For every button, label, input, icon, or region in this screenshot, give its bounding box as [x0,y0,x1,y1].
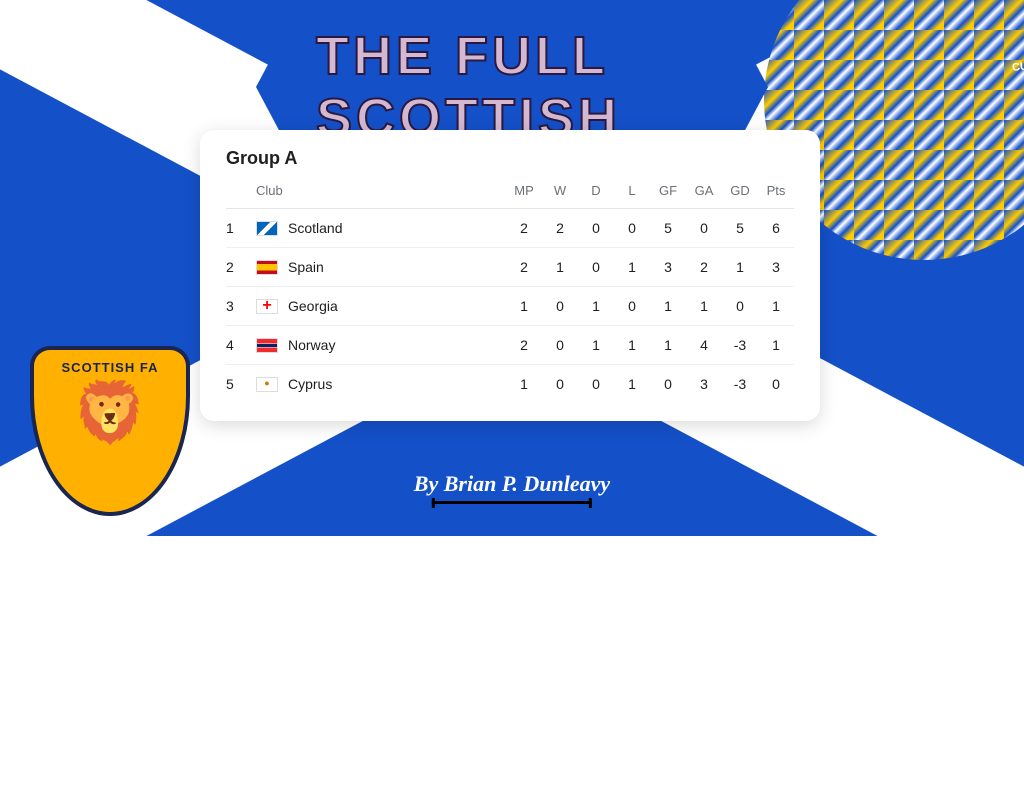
cell-pts: 1 [758,326,794,365]
cell-pos: 2 [226,248,256,287]
flag-icon [256,338,278,353]
cell-mp: 2 [506,209,542,248]
cell-d: 1 [578,326,614,365]
flag-icon [256,260,278,275]
cell-l: 1 [614,248,650,287]
cell-w: 0 [542,326,578,365]
cell-gf: 1 [650,287,686,326]
cell-mp: 1 [506,365,542,404]
byline-underline [432,501,592,504]
cell-pos: 3 [226,287,256,326]
cell-team: Georgia [256,287,506,326]
team-name: Georgia [288,298,338,314]
team-name: Norway [288,337,335,353]
badge-text: SCOTTISH FA [62,360,159,375]
team-name: Cyprus [288,376,332,392]
team-name: Spain [288,259,324,275]
cell-gd: 1 [722,248,758,287]
cell-gf: 1 [650,326,686,365]
cell-team: Scotland [256,209,506,248]
table-row: 1Scotland22005056 [226,209,794,248]
cell-pos: 5 [226,365,256,404]
cell-l: 1 [614,326,650,365]
table-header-row: Club MP W D L GF GA GD Pts [226,183,794,209]
cell-w: 1 [542,248,578,287]
col-w: W [542,183,578,209]
standings-table: Club MP W D L GF GA GD Pts 1Scotland2200… [226,183,794,403]
cell-team: Cyprus [256,365,506,404]
standings-table-card: Group A Club MP W D L GF GA GD Pts 1 Scot… [200,130,820,421]
cell-d: 0 [578,209,614,248]
cell-gd: 0 [722,287,758,326]
col-gf: GF [650,183,686,209]
cell-pts: 3 [758,248,794,287]
group-title: Group A [226,148,794,169]
cell-pts: 6 [758,209,794,248]
cell-l: 0 [614,209,650,248]
cell-pts: 1 [758,287,794,326]
cell-team: Spain [256,248,506,287]
col-gd: GD [722,183,758,209]
cell-team: Norway [256,326,506,365]
table-row: 2Spain21013213 [226,248,794,287]
cell-ga: 0 [686,209,722,248]
cell-mp: 2 [506,326,542,365]
col-l: L [614,183,650,209]
col-blank [226,183,256,209]
cell-mp: 1 [506,287,542,326]
lion-icon: 🦁 [73,383,148,443]
cell-w: 2 [542,209,578,248]
flag-icon [256,221,278,236]
team-name: Scotland [288,220,342,236]
byline-banner: By Brian P. Dunleavy [354,457,670,518]
col-pts: Pts [758,183,794,209]
table-row: 5Cyprus100103-30 [226,365,794,404]
cell-d: 0 [578,365,614,404]
cell-ga: 4 [686,326,722,365]
col-mp: MP [506,183,542,209]
cell-gf: 3 [650,248,686,287]
scottish-fa-badge: SCOTTISH FA 🦁 [30,346,190,516]
cell-d: 1 [578,287,614,326]
cell-pos: 4 [226,326,256,365]
flag-icon [256,377,278,392]
cell-gf: 0 [650,365,686,404]
crowd-banner-text: CURRIE [1011,58,1024,74]
cell-d: 0 [578,248,614,287]
table-row: 4Norway201114-31 [226,326,794,365]
col-d: D [578,183,614,209]
byline-text: By Brian P. Dunleavy [414,471,610,497]
cell-ga: 2 [686,248,722,287]
cell-pos: 1 [226,209,256,248]
flag-icon [256,299,278,314]
cell-gf: 5 [650,209,686,248]
cell-w: 0 [542,365,578,404]
table-row: 3Georgia10101101 [226,287,794,326]
cell-mp: 2 [506,248,542,287]
cell-pts: 0 [758,365,794,404]
cell-ga: 1 [686,287,722,326]
cell-l: 1 [614,365,650,404]
cell-l: 0 [614,287,650,326]
cell-gd: -3 [722,326,758,365]
col-ga: GA [686,183,722,209]
cell-gd: 5 [722,209,758,248]
cell-gd: -3 [722,365,758,404]
cell-w: 0 [542,287,578,326]
col-club: Club [256,183,506,209]
badge-shield: SCOTTISH FA 🦁 [30,346,190,516]
cell-ga: 3 [686,365,722,404]
